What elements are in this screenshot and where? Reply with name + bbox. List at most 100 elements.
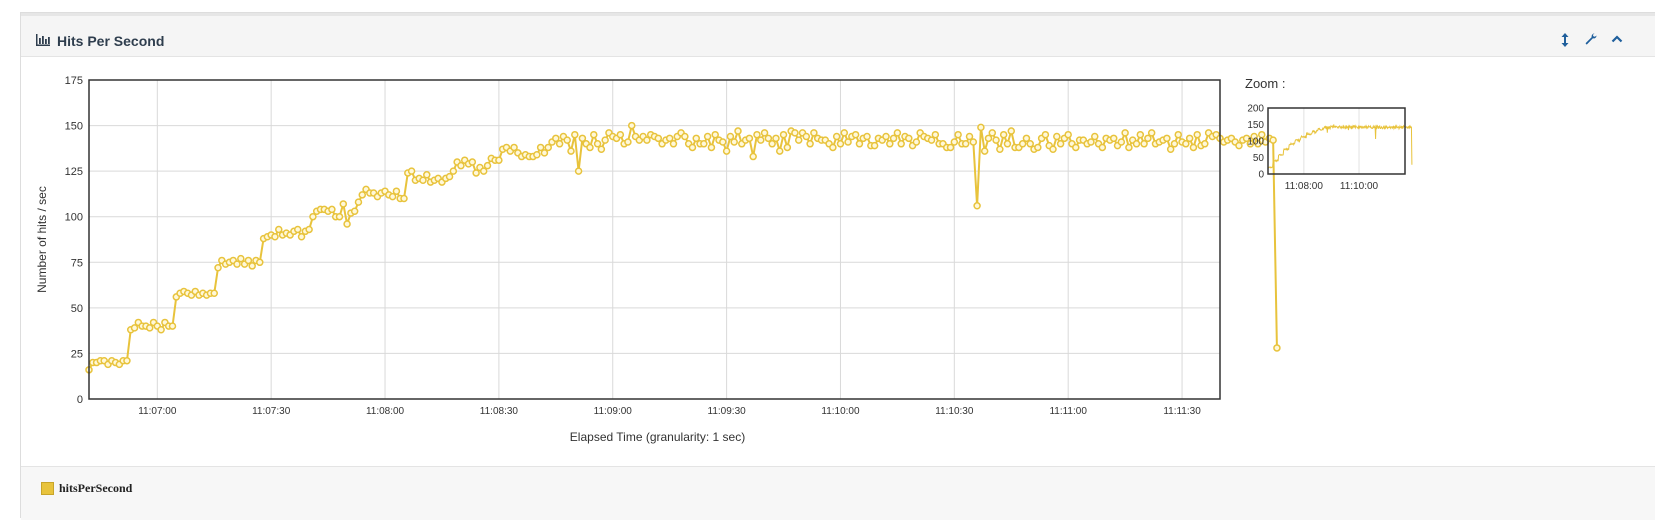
data-point [760,129,769,137]
data-point [244,256,253,265]
data-point [328,205,336,214]
panel-title: Hits Per Second [57,33,165,49]
zoom-y-tick-label: 200 [1247,104,1264,115]
data-point [563,136,571,144]
data-point [851,130,860,139]
data-point [707,143,716,152]
data-point [552,134,560,143]
data-point [905,134,913,143]
data-point [407,167,416,175]
x-axis-title: Elapsed Time (granularity: 1 sec) [570,430,745,444]
data-point [1098,143,1107,152]
x-tick-label: 11:11:30 [1163,406,1201,417]
data-point [810,129,818,137]
data-point [571,130,579,139]
data-point [123,356,131,365]
legend-swatch[interactable] [41,482,54,495]
resize-vertical-icon[interactable] [1559,33,1571,47]
data-point [1003,140,1012,148]
data-point [1250,132,1258,141]
data-point [992,136,1000,144]
plot-frame [88,79,1221,400]
data-point [1140,140,1148,148]
data-point [400,194,408,203]
data-point [1185,134,1194,143]
data-point [1136,130,1145,139]
data-point [1007,127,1016,135]
data-point [445,172,454,181]
page-top-strip [0,0,1655,12]
data-point [870,141,879,150]
data-point [1170,140,1179,148]
data-point [168,322,177,330]
data-point [590,130,598,139]
data-point [533,150,541,159]
data-point [734,127,742,135]
chevron-up-icon[interactable] [1611,33,1623,47]
data-point [233,260,241,268]
data-point [449,167,458,175]
data-point [977,123,985,132]
data-point [654,134,663,143]
data-point [624,138,632,146]
x-tick-label: 11:10:00 [821,406,860,417]
data-point [772,134,780,143]
legend-bar: hitsPerSecond [21,466,1655,520]
data-point [1269,136,1277,144]
data-point [392,187,401,195]
y-tick-label: 50 [71,303,83,315]
x-tick-label: 11:07:00 [138,406,177,417]
data-point [802,132,811,141]
data-point [1273,344,1281,352]
data-point [791,129,799,137]
data-point [339,200,348,208]
data-point [855,140,864,148]
data-point [1254,140,1262,148]
data-point [757,136,765,144]
data-point [1147,129,1156,137]
x-tick-label: 11:07:30 [252,406,291,417]
legend-label[interactable]: hitsPerSecond [59,481,133,495]
data-point [1056,140,1065,148]
data-point [753,130,761,139]
data-point [829,143,837,152]
data-point [1242,134,1251,143]
data-point [388,192,397,201]
data-point [1182,140,1190,148]
data-point [1258,130,1266,139]
data-point [479,167,488,175]
data-point [719,138,727,146]
zoom-overview: 0 50 100 150 200 11:08:00 11:10:00 [1247,104,1413,192]
data-point [806,140,814,148]
data-point [555,140,564,148]
data-point [616,130,625,139]
data-point [643,136,651,144]
x-tick-label: 11:08:00 [366,406,405,417]
data-point [1246,140,1255,148]
zoom-y-tick-label: 100 [1247,137,1264,148]
data-point [468,158,477,166]
data-point [423,171,431,179]
data-point [745,134,754,143]
data-point [969,138,978,146]
data-point [749,152,757,161]
data-point [354,198,363,206]
data-point [946,143,955,152]
zoom-label: Zoom : [1245,76,1286,91]
data-point [256,258,264,267]
y-tick-label: 0 [77,394,83,406]
data-point [692,134,700,143]
data-point [779,130,788,139]
wrench-icon[interactable] [1585,33,1597,47]
data-point [1034,143,1042,152]
data-point [457,161,465,170]
chart-grid [89,79,1220,400]
x-tick-label: 11:10:30 [935,406,974,417]
data-point [783,143,792,152]
data-point [601,136,609,144]
data-point [293,225,302,234]
data-point [988,129,997,137]
data-point [973,202,981,210]
x-tick-label: 11:08:30 [480,406,519,417]
